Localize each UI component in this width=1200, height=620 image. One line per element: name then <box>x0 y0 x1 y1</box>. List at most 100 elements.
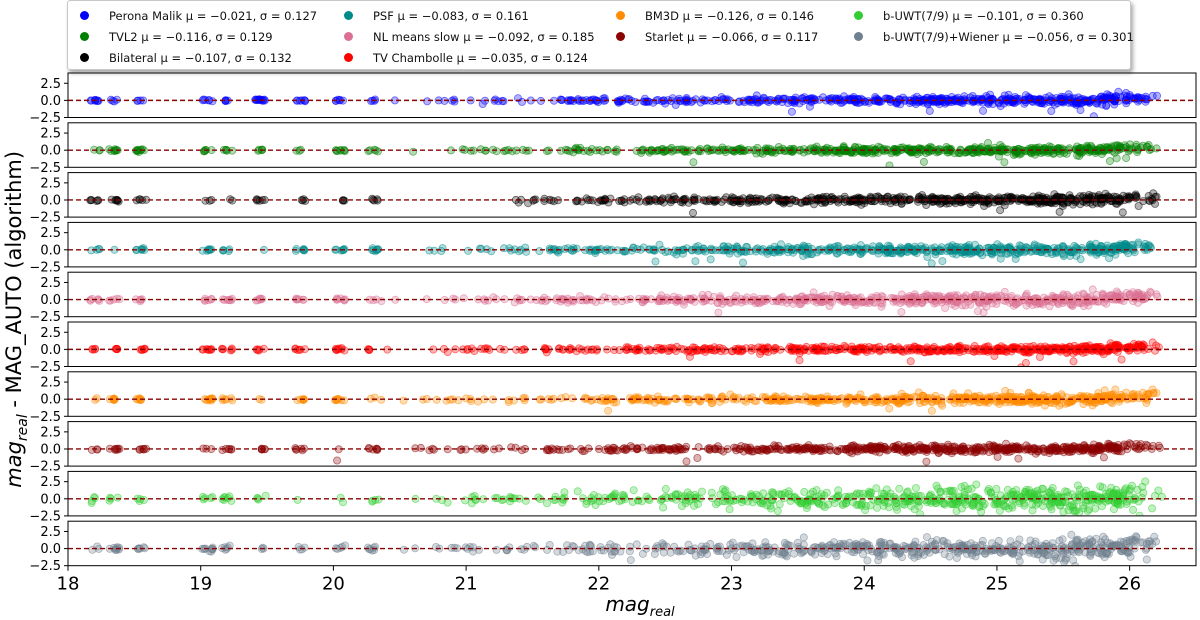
data-point <box>944 194 953 203</box>
data-point <box>1151 346 1160 355</box>
data-point <box>987 194 996 203</box>
data-point <box>1033 98 1042 107</box>
data-point <box>897 389 906 398</box>
data-point <box>689 158 698 167</box>
data-point <box>996 254 1005 263</box>
data-point <box>990 443 999 452</box>
data-point <box>996 147 1005 156</box>
data-point <box>806 94 815 103</box>
data-point <box>1122 154 1131 163</box>
data-point <box>1055 401 1064 410</box>
y-tick-label: 2.5 <box>40 376 61 391</box>
data-point <box>849 148 858 157</box>
data-point <box>513 294 522 303</box>
data-point <box>627 396 636 405</box>
data-point <box>701 344 710 353</box>
data-point <box>979 308 988 317</box>
data-point <box>1099 453 1108 462</box>
data-point <box>138 145 147 154</box>
data-point <box>810 200 819 209</box>
data-point <box>640 97 649 106</box>
data-point <box>582 294 591 303</box>
data-point <box>675 443 684 452</box>
data-points <box>88 338 1163 367</box>
data-point <box>464 246 473 255</box>
panel-frame <box>67 72 1197 118</box>
data-point <box>903 394 912 403</box>
data-point <box>467 344 476 353</box>
data-point <box>632 146 641 155</box>
y-tick-label: −2.5 <box>29 310 61 325</box>
data-point <box>337 396 346 405</box>
data-point <box>922 200 931 209</box>
data-point <box>664 247 673 256</box>
data-point <box>691 243 700 252</box>
data-point <box>886 95 895 104</box>
data-point <box>937 298 946 307</box>
data-point <box>459 294 468 303</box>
data-point <box>1111 385 1120 394</box>
data-point <box>824 246 833 255</box>
data-point <box>680 147 689 156</box>
data-point <box>604 294 613 303</box>
data-point <box>479 445 488 454</box>
data-point <box>596 396 605 405</box>
data-point <box>747 346 756 355</box>
data-point <box>911 292 920 301</box>
panel-4: 2.50.0−2.5 <box>29 221 1197 275</box>
data-point <box>860 196 869 205</box>
data-point <box>1067 194 1076 203</box>
data-point <box>627 246 636 255</box>
y-tick-label: 0.0 <box>40 343 61 358</box>
data-point <box>450 95 459 104</box>
panel-frame <box>67 371 1197 417</box>
data-point <box>370 393 379 402</box>
data-point <box>409 147 418 156</box>
data-point <box>340 296 349 305</box>
data-point <box>91 395 100 404</box>
data-point <box>615 196 624 205</box>
data-point <box>1123 440 1132 449</box>
data-point <box>1111 250 1120 259</box>
y-tick-label: −2.5 <box>29 360 61 375</box>
data-point <box>577 197 586 206</box>
data-point <box>609 398 618 407</box>
data-point <box>228 294 237 303</box>
data-point <box>1129 392 1138 401</box>
data-point <box>919 292 928 301</box>
data-point <box>873 95 882 104</box>
data-point <box>897 308 906 317</box>
data-point <box>742 397 751 406</box>
data-point <box>1131 190 1140 199</box>
data-point <box>1076 255 1085 264</box>
data-point <box>337 344 346 353</box>
data-point <box>733 243 742 252</box>
data-point <box>741 297 750 306</box>
data-point <box>925 346 934 355</box>
data-point <box>1153 292 1162 301</box>
data-point <box>762 197 771 206</box>
data-point <box>898 143 907 152</box>
data-point <box>1120 91 1129 100</box>
data-point <box>639 296 648 305</box>
data-point <box>780 197 789 206</box>
data-point <box>988 147 997 156</box>
data-point <box>793 344 802 353</box>
data-point <box>892 146 901 155</box>
data-point <box>651 257 660 266</box>
data-point <box>720 242 729 251</box>
y-tick-label: 0.0 <box>40 193 61 208</box>
data-point <box>817 147 826 156</box>
y-tick-label: 2.5 <box>40 127 61 142</box>
data-point <box>1125 342 1134 351</box>
data-points <box>86 189 1161 217</box>
data-point <box>1096 144 1105 153</box>
data-point <box>369 296 378 305</box>
data-point <box>796 198 805 207</box>
data-point <box>1056 94 1065 103</box>
data-point <box>689 208 698 217</box>
data-point <box>685 352 694 361</box>
data-point <box>646 346 655 355</box>
data-point <box>1060 148 1069 157</box>
